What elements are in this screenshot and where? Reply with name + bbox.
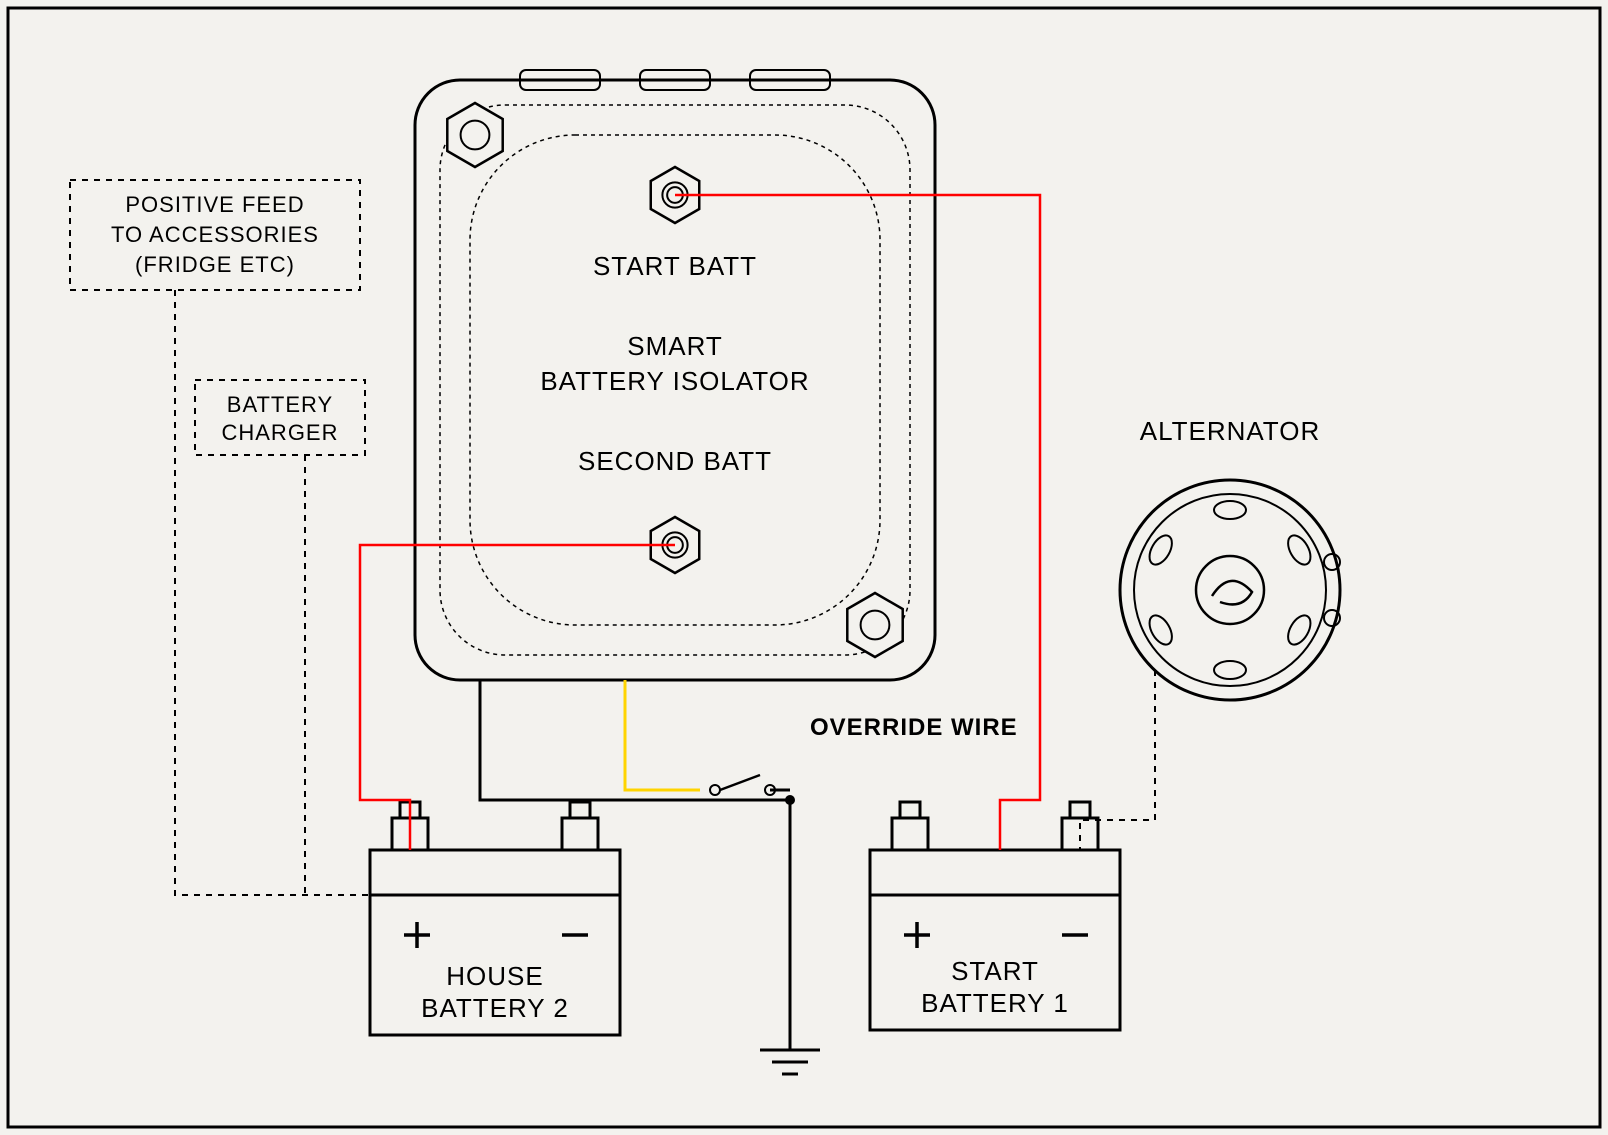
accessories-line3: (FRIDGE ETC) xyxy=(135,252,295,277)
alternator xyxy=(1120,480,1340,700)
switch-node-left xyxy=(710,785,720,795)
label-smart: SMART xyxy=(627,331,723,361)
override-label: OVERRIDE WIRE xyxy=(810,714,1018,741)
label-battery-isolator: BATTERY ISOLATOR xyxy=(540,366,809,396)
alternator-label: ALTERNATOR xyxy=(1140,416,1320,446)
start-battery-1-line2: BATTERY 1 xyxy=(921,988,1069,1018)
charger-line1: BATTERY xyxy=(227,392,333,417)
house-battery-2-line2: BATTERY 2 xyxy=(421,993,569,1023)
charger-line2: CHARGER xyxy=(221,420,338,445)
label-start-batt: START BATT xyxy=(593,251,757,281)
junction-dot xyxy=(785,795,795,805)
accessories-line1: POSITIVE FEED xyxy=(125,192,304,217)
label-second-batt: SECOND BATT xyxy=(578,446,772,476)
switch-arm xyxy=(720,775,760,790)
start-battery-1-line1: START xyxy=(951,956,1039,986)
wire-override xyxy=(625,680,700,790)
house-battery-2-line1: HOUSE xyxy=(446,961,543,991)
accessories-line2: TO ACCESSORIES xyxy=(111,222,319,247)
